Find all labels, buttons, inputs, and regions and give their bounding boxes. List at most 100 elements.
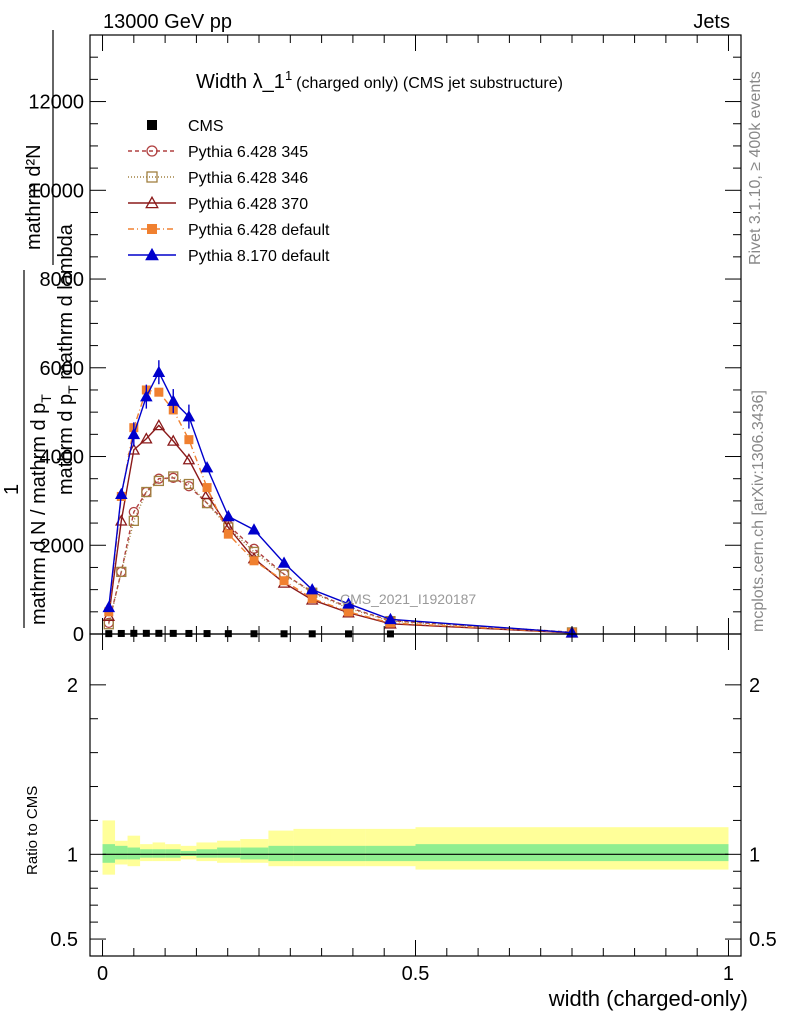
point-p370 — [166, 434, 180, 446]
point-p370 — [152, 418, 166, 431]
legend-marker-p346 — [146, 171, 158, 183]
point-p8 — [200, 461, 214, 473]
ratio-ytick-label-right: 2 — [749, 675, 760, 697]
ratio-frame — [89, 633, 742, 957]
ratio-plot-area — [102, 820, 729, 875]
xtick-label: 0.5 — [402, 963, 430, 985]
series-p345 — [103, 472, 578, 638]
ratio-inner-band-bin — [140, 849, 153, 858]
point-p346 — [183, 478, 195, 490]
main-ytick-label: 4000 — [40, 447, 85, 469]
point-p8 — [277, 556, 291, 568]
legend-label-p8: Pythia 8.170 default — [188, 248, 330, 265]
mcplots-label: mcplots.cern.ch [arXiv:1306.3436] — [750, 390, 767, 632]
main-ytick-label: 6000 — [40, 358, 85, 380]
ratio-ytick-label-left: 2 — [67, 675, 78, 697]
ratio-ytick-label-right: 0.5 — [749, 929, 777, 951]
point-cms — [155, 629, 163, 637]
series-p346 — [103, 471, 578, 638]
main-ytick-label: 12000 — [28, 92, 84, 114]
point-p346 — [128, 515, 139, 527]
plot-title: Width λ_11 (charged only) (CMS jet substr… — [196, 68, 563, 93]
point-pdef — [223, 529, 233, 539]
ratio-inner-band-bin — [293, 845, 331, 862]
point-p346 — [103, 619, 114, 630]
legend-marker-p370 — [145, 195, 159, 209]
legend-marker-p8 — [145, 247, 159, 261]
ratio-ylabel: Ratio to CMS — [24, 786, 41, 875]
point-p8 — [152, 365, 166, 378]
main-ytick-label: 2000 — [40, 535, 85, 557]
legend-label-p345: Pythia 6.428 345 — [188, 144, 308, 161]
svg-text:mathrm d pT mathrm d lambda: mathrm d pT mathrm d lambda — [55, 223, 81, 495]
point-pdef — [307, 594, 317, 604]
title-sup: 1 — [285, 68, 292, 83]
point-p370 — [140, 432, 153, 444]
ratio-inner-band-bin — [240, 847, 269, 860]
ratio-ytick-label-left: 1 — [67, 844, 78, 866]
header-left: 13000 GeV pp — [103, 11, 232, 33]
ratio-inner-band-bin — [115, 845, 128, 860]
ylabel-prefix-den: mathrm d N / mathrm d p — [28, 403, 50, 625]
header-right: Jets — [693, 11, 730, 33]
legend-label-p346: Pythia 6.428 346 — [188, 170, 308, 187]
point-pdef — [202, 483, 212, 493]
ratio-inner-band-bin — [330, 845, 366, 862]
series-line-p346 — [108, 475, 573, 634]
point-pdef — [154, 387, 164, 397]
legend-label-cms: CMS — [188, 118, 224, 135]
ylabel-prefix-num: 1 — [1, 484, 23, 495]
point-p346 — [116, 566, 127, 578]
point-p346 — [168, 471, 179, 482]
ratio-inner-band-bin — [217, 847, 241, 858]
point-p370 — [182, 453, 196, 465]
point-p8 — [127, 427, 141, 440]
point-p8 — [102, 600, 116, 613]
svg-text:mathrm d N / mathrm d pT: mathrm d N / mathrm d pT — [28, 394, 54, 625]
point-p8 — [140, 390, 153, 402]
ratio-ytick-label-left: 0.5 — [50, 929, 78, 951]
ratio-inner-band-bin — [152, 849, 166, 858]
main-ytick-label: 10000 — [28, 180, 84, 202]
point-cms — [142, 629, 150, 637]
ylabel-denominator-sub: T — [65, 385, 81, 394]
point-p8 — [305, 583, 319, 595]
point-pdef — [344, 607, 354, 617]
legend-label-p370: Pythia 6.428 370 — [188, 196, 308, 213]
legend-marker-pdef — [147, 224, 157, 234]
ratio-inner-band-bin — [365, 845, 416, 862]
main-ytick-label: 0 — [73, 624, 84, 646]
axes-layer: 0 2000 4000 6000 8000 10000 12000 0 0.5 1 0.5 0.5 1 1… — [28, 34, 777, 985]
point-p8 — [182, 410, 196, 422]
main-series-layer — [102, 360, 579, 638]
point-p345 — [141, 486, 152, 498]
point-p8 — [115, 487, 128, 500]
ratio-inner-band-bin — [102, 844, 116, 863]
series-line-p370 — [108, 424, 573, 634]
xtick-label: 1 — [723, 963, 734, 985]
series-p8 — [102, 360, 579, 638]
main-ytick-label: 8000 — [40, 269, 85, 291]
ratio-inner-band-bin — [165, 849, 181, 858]
main-ylabel: mathrm d²N mathrm d pT mathrm d lambda 1… — [1, 30, 81, 628]
analysis-watermark: CMS_2021_I1920187 — [340, 591, 476, 607]
point-pdef — [249, 556, 259, 566]
legend-marker-p345 — [146, 145, 158, 157]
point-p346 — [153, 475, 165, 487]
ylabel-numerator: mathrm d²N — [23, 144, 45, 250]
ratio-inner-band-bin — [268, 845, 294, 862]
rivet-label: Rivet 3.1.10, ≥ 400k events — [747, 71, 764, 265]
point-p8 — [247, 523, 261, 535]
point-p8 — [342, 597, 355, 609]
ratio-inner-band-bin — [415, 844, 729, 862]
point-pdef — [279, 576, 289, 586]
ratio-inner-band-bin — [180, 850, 197, 857]
point-pdef — [184, 435, 194, 445]
ratio-inner-band-bin — [127, 847, 141, 860]
series-line-pdef — [108, 389, 573, 634]
ratio-inner-band-bin — [196, 849, 218, 858]
point-p8 — [222, 509, 235, 522]
title-sub: (charged only) (CMS jet substructure) — [296, 75, 563, 92]
point-cms — [169, 629, 177, 637]
